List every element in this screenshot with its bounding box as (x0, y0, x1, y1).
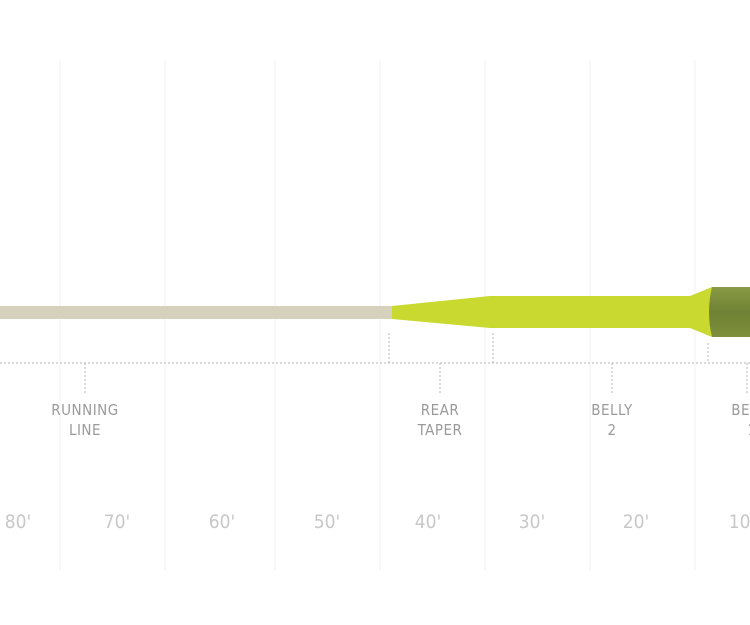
dotted-guides (0, 333, 750, 395)
distance-tick: 80' (4, 511, 32, 533)
section-label-running-line: RUNNING LINE (25, 400, 145, 440)
label-line1: REAR (420, 401, 460, 419)
distance-tick: 30' (518, 511, 546, 533)
distance-tick: 60' (208, 511, 236, 533)
section-label-belly-1: BELLY1 (692, 400, 750, 440)
label-line1: BELLY (731, 401, 750, 419)
label-line2: LINE (68, 421, 102, 439)
label-line1: BELLY (591, 401, 633, 419)
label-line2: 2 (607, 421, 617, 439)
distance-tick: 20' (622, 511, 650, 533)
rear-taper-belly2-segment (392, 287, 712, 337)
belly1-segment (709, 287, 750, 337)
section-label-belly-2: BELLY 2 (552, 400, 672, 440)
label-line2: TAPER (417, 421, 463, 439)
distance-tick: 40' (414, 511, 442, 533)
distance-tick: 50' (313, 511, 341, 533)
label-line2: 1 (692, 420, 750, 440)
distance-tick: 70' (103, 511, 131, 533)
running-line-segment (0, 306, 392, 319)
distance-tick: 10' (728, 511, 750, 533)
section-label-rear-taper: REAR TAPER (380, 400, 500, 440)
label-line1: RUNNING (51, 401, 119, 419)
